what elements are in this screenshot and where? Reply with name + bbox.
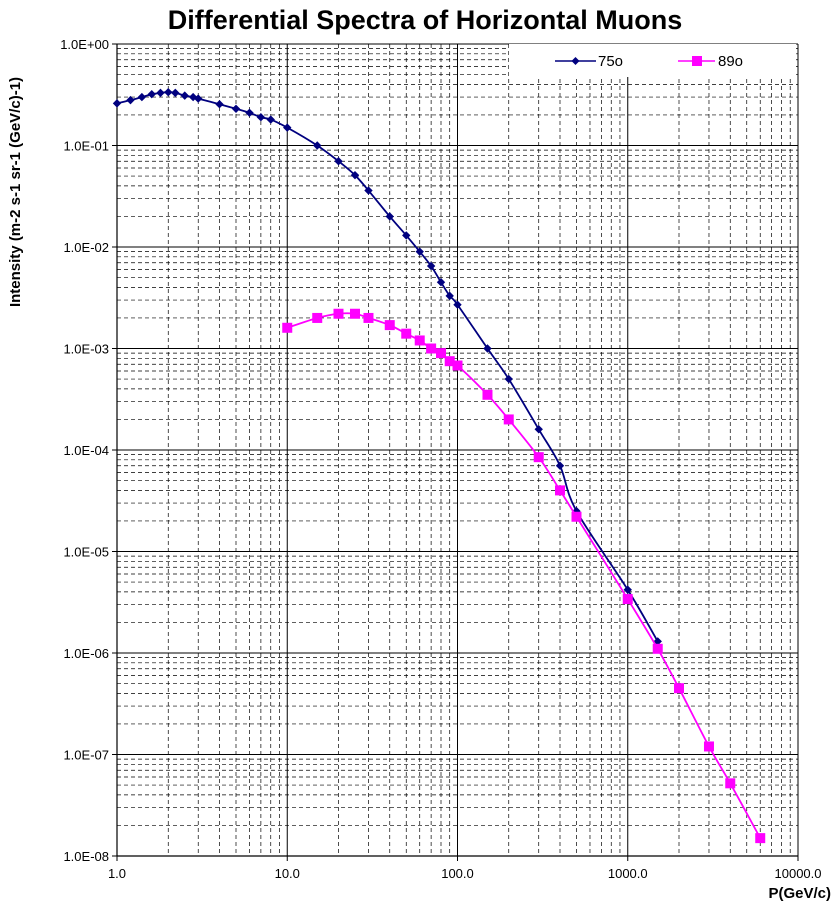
data-point-75o-11 [231, 104, 241, 113]
data-point-89o-22 [755, 833, 766, 844]
data-point-89o-12 [482, 389, 493, 400]
data-point-75o-29 [534, 425, 543, 434]
series-layer [112, 88, 766, 844]
y-axis-label: Intensity (m-2 s-1 sr-1 (GeV/c)-1) [7, 77, 24, 307]
data-point-75o-28 [504, 374, 513, 384]
data-point-89o-11 [452, 360, 463, 371]
data-point-75o-15 [283, 123, 292, 132]
data-point-75o-2 [137, 92, 147, 102]
x-tick-label: 100.0 [441, 866, 474, 881]
data-point-75o-6 [171, 88, 180, 98]
data-point-89o-6 [401, 328, 412, 339]
data-point-89o-8 [426, 343, 437, 354]
data-point-75o-19 [364, 186, 373, 195]
data-point-89o-19 [674, 683, 685, 694]
data-point-89o-13 [503, 414, 514, 425]
data-point-75o-4 [156, 88, 165, 98]
x-tick-label: 1.0 [108, 866, 126, 881]
data-point-75o-16 [313, 141, 322, 150]
data-point-75o-25 [445, 291, 454, 301]
data-point-75o-20 [385, 212, 394, 221]
y-tick-label: 1.0E-02 [63, 240, 109, 255]
y-tick-label: 1.0E-08 [63, 849, 109, 864]
y-tick-label: 1.0E-03 [63, 342, 109, 357]
data-point-75o-22 [415, 247, 424, 256]
x-tick-label: 10000.0 [775, 866, 822, 881]
data-point-89o-10 [444, 356, 455, 367]
y-tick-label: 1.0E-01 [63, 139, 109, 154]
data-point-89o-15 [555, 485, 566, 496]
data-point-75o-27 [483, 344, 492, 353]
data-point-75o-21 [402, 231, 411, 240]
data-point-89o-7 [414, 335, 425, 346]
data-point-75o-33 [653, 637, 662, 646]
data-point-75o-1 [126, 95, 135, 105]
x-axis-label: P(GeV/c) [768, 885, 831, 902]
data-point-75o-10 [215, 100, 224, 109]
legend-marker-89o [692, 56, 702, 66]
y-tick-label: 1.0E-04 [63, 443, 109, 458]
data-point-89o-9 [436, 348, 447, 359]
data-point-89o-5 [384, 320, 395, 331]
data-point-89o-2 [333, 308, 344, 319]
y-tick-label: 1.0E-05 [63, 545, 109, 560]
x-tick-label: 1000.0 [608, 866, 648, 881]
data-point-89o-21 [725, 778, 736, 789]
data-point-75o-30 [555, 461, 565, 470]
data-point-89o-14 [533, 452, 544, 463]
data-point-89o-0 [282, 322, 293, 333]
data-point-89o-16 [571, 511, 582, 522]
data-point-75o-3 [147, 90, 156, 99]
data-point-89o-3 [349, 308, 360, 319]
data-point-75o-18 [350, 170, 360, 180]
chart-title: Differential Spectra of Horizontal Muons [168, 5, 683, 35]
data-point-75o-32 [623, 585, 632, 594]
legend-label-75o: 75o [598, 53, 623, 70]
data-point-75o-13 [256, 113, 266, 122]
data-point-89o-1 [312, 312, 323, 323]
data-point-75o-23 [426, 261, 436, 271]
legend: 75o 89o [509, 44, 796, 77]
data-point-89o-17 [622, 594, 633, 605]
data-point-75o-17 [334, 157, 343, 166]
axes-layer: 1.0 10.0 100.0 1000.0 10000.0 1.0E+00 1.0E-01 1… [60, 37, 821, 881]
data-point-75o-12 [245, 108, 254, 117]
data-point-89o-4 [363, 312, 374, 323]
data-point-89o-18 [652, 643, 663, 654]
data-point-75o-0 [112, 99, 122, 108]
data-point-89o-20 [703, 741, 714, 752]
data-point-75o-26 [453, 300, 462, 309]
y-tick-label: 1.0E+00 [60, 37, 109, 52]
grid-layer [116, 43, 799, 857]
data-point-75o-14 [266, 115, 275, 124]
data-point-75o-24 [436, 277, 446, 287]
legend-label-89o: 89o [718, 53, 743, 70]
data-point-75o-5 [164, 88, 173, 97]
data-point-75o-9 [194, 94, 203, 103]
data-point-75o-7 [180, 91, 189, 100]
y-tick-label: 1.0E-07 [63, 748, 109, 763]
legend-marker-75o [571, 57, 580, 65]
y-tick-label: 1.0E-06 [63, 646, 109, 661]
x-tick-label: 10.0 [275, 866, 300, 881]
